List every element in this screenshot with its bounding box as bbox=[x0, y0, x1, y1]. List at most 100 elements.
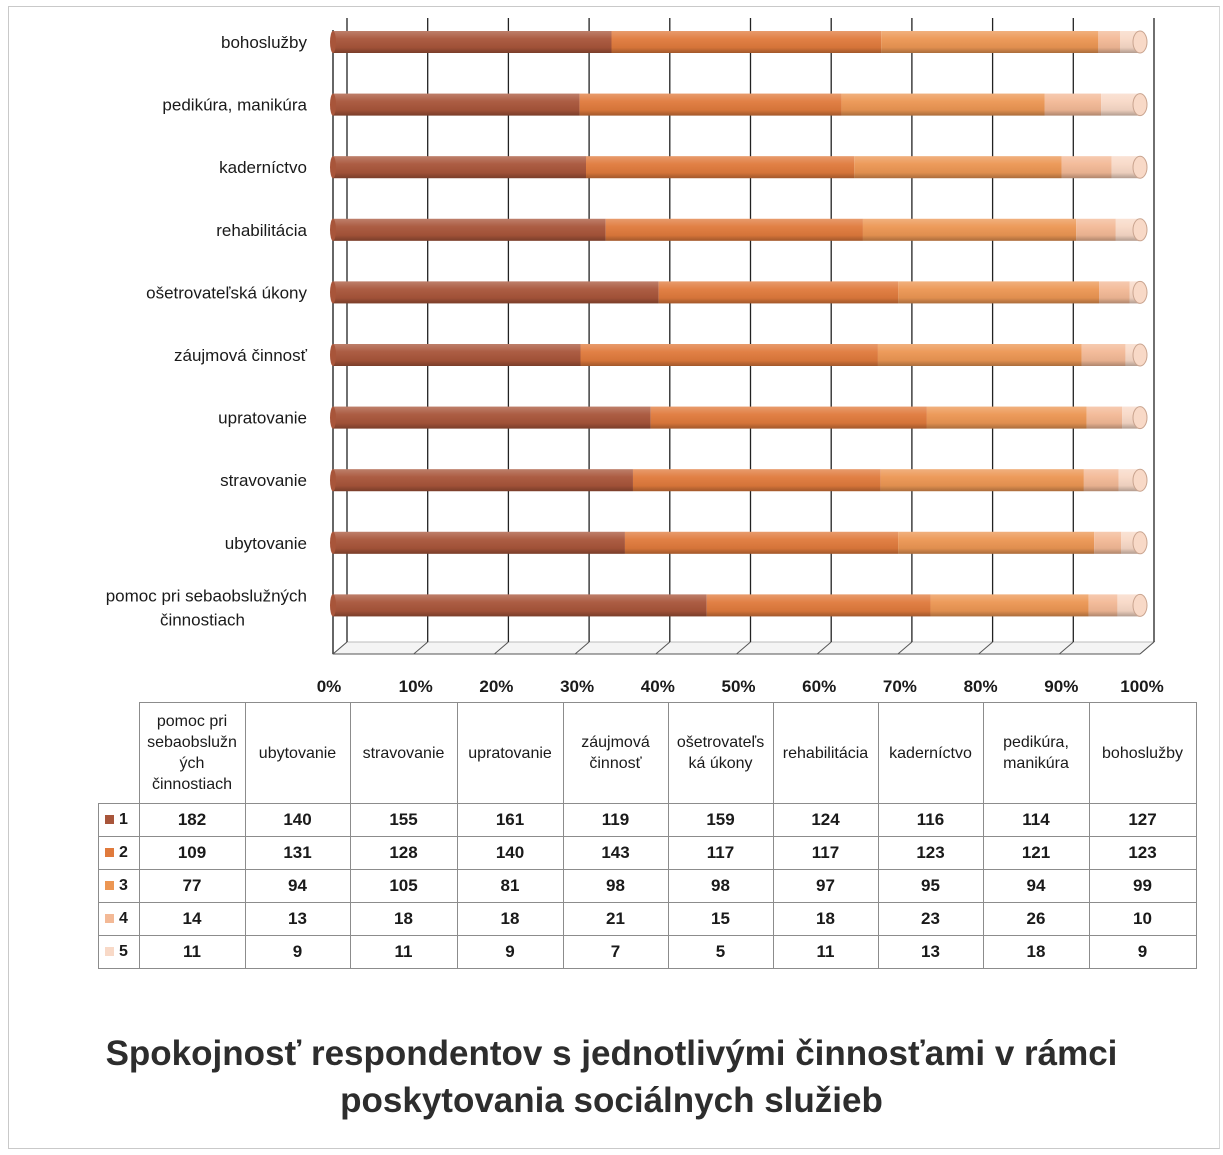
table-cell: 11 bbox=[138, 935, 246, 969]
table-cell: 161 bbox=[456, 803, 564, 837]
x-tick-label: 0% bbox=[317, 677, 342, 696]
bar-series-group bbox=[330, 30, 1148, 617]
bar-end-cap bbox=[1132, 218, 1148, 242]
gridline-depth bbox=[978, 641, 993, 655]
category-label: stravovanie bbox=[220, 471, 307, 490]
table-cell: 140 bbox=[244, 803, 351, 837]
table-cell: 117 bbox=[772, 836, 879, 870]
table-cell: 105 bbox=[349, 869, 458, 903]
category-label: rehabilitácia bbox=[216, 221, 307, 240]
value-axis: 0% 10% 20% 30% 40% 50% 60% 70% 80% 90% 100% bbox=[317, 677, 1164, 696]
table-cell: 81 bbox=[456, 869, 564, 903]
x-tick-label: 50% bbox=[721, 677, 755, 696]
table-header-row: pomoc pri sebaobslužn ých činnostiach uby… bbox=[98, 702, 1197, 804]
x-tick-label: 20% bbox=[479, 677, 513, 696]
bar-shading bbox=[333, 531, 1140, 554]
bar-start-cap bbox=[330, 406, 336, 429]
bar-start-cap bbox=[330, 93, 336, 116]
table-cell: 94 bbox=[982, 869, 1090, 903]
legend-key: 1 bbox=[98, 803, 140, 837]
table-cell: 21 bbox=[562, 902, 669, 936]
chart-title: Spokojnosť respondentov s jednotlivými č… bbox=[105, 1034, 1118, 1120]
table-cell: 18 bbox=[772, 902, 879, 936]
category-axis: pomoc pri sebaobslužných činnostiach ubyto… bbox=[106, 33, 308, 629]
x-tick-label: 80% bbox=[964, 677, 998, 696]
gridline-depth bbox=[574, 641, 590, 655]
gridline-depth bbox=[413, 641, 429, 655]
table-cell: 114 bbox=[982, 803, 1090, 837]
bar-start-cap bbox=[330, 156, 336, 179]
table-cell: 13 bbox=[877, 935, 984, 969]
table-corner bbox=[98, 702, 140, 804]
bar-start-cap bbox=[330, 344, 336, 366]
bar-shading bbox=[333, 594, 1140, 617]
bar-start-cap bbox=[330, 31, 336, 53]
bar-end-cap bbox=[1132, 468, 1148, 492]
table-cell: 7 bbox=[562, 935, 669, 969]
data-table: pomoc pri sebaobslužn ých činnostiach uby… bbox=[98, 702, 1197, 969]
legend-label: 4 bbox=[119, 910, 128, 927]
x-tick-label: 70% bbox=[883, 677, 917, 696]
category-label: ošetrovateľská úkony bbox=[146, 283, 307, 302]
bar-shading bbox=[333, 469, 1140, 492]
table-header-cell: kaderníctvo bbox=[877, 702, 984, 804]
table-header-cell: pedikúra, manikúra bbox=[982, 702, 1090, 804]
table-cell: 5 bbox=[667, 935, 774, 969]
table-row: 1 182 140 155 161 119 159 124 116 114 127 bbox=[98, 803, 1197, 837]
table-cell: 128 bbox=[349, 836, 458, 870]
table-header-cell: ubytovanie bbox=[244, 702, 351, 804]
table-cell: 94 bbox=[244, 869, 351, 903]
bar-end-cap bbox=[1132, 93, 1148, 117]
category-label: kaderníctvo bbox=[219, 158, 307, 177]
table-cell: 99 bbox=[1088, 869, 1197, 903]
bar-shading bbox=[333, 218, 1140, 241]
bar-end-cap bbox=[1132, 30, 1148, 54]
table-cell: 121 bbox=[982, 836, 1090, 870]
legend-key: 5 bbox=[98, 935, 140, 969]
legend-label: 3 bbox=[119, 877, 128, 894]
gridline-depth bbox=[1139, 641, 1155, 655]
table-cell: 9 bbox=[456, 935, 564, 969]
gridline-depth bbox=[655, 641, 671, 655]
legend-swatch bbox=[105, 947, 114, 957]
table-header-cell: záujmová činnosť bbox=[562, 702, 669, 804]
bar-shading bbox=[333, 156, 1140, 179]
table-cell: 18 bbox=[982, 935, 1090, 969]
legend-swatch bbox=[105, 848, 114, 858]
x-tick-label: 10% bbox=[399, 677, 433, 696]
x-tick-label: 40% bbox=[641, 677, 675, 696]
table-cell: 11 bbox=[772, 935, 879, 969]
bar-end-cap bbox=[1132, 343, 1148, 367]
table-cell: 127 bbox=[1088, 803, 1197, 837]
legend-swatch bbox=[105, 815, 114, 825]
legend-key: 2 bbox=[98, 836, 140, 870]
table-cell: 117 bbox=[667, 836, 774, 870]
table-cell: 124 bbox=[772, 803, 879, 837]
table-cell: 10 bbox=[1088, 902, 1197, 936]
table-cell: 131 bbox=[244, 836, 351, 870]
table-row: 3 77 94 105 81 98 98 97 95 94 99 bbox=[98, 869, 1197, 903]
gridline-depth bbox=[1058, 641, 1074, 655]
table-body: 1 182 140 155 161 119 159 124 116 114 127 2 109 131 12… bbox=[98, 803, 1197, 969]
table-cell: 11 bbox=[349, 935, 458, 969]
bar-shading bbox=[333, 281, 1140, 304]
x-tick-label: 90% bbox=[1044, 677, 1078, 696]
table-cell: 9 bbox=[244, 935, 351, 969]
table-header-cell: stravovanie bbox=[349, 702, 458, 804]
bar-end-cap bbox=[1132, 593, 1148, 617]
gridline-depth bbox=[897, 641, 913, 655]
gridline-depth bbox=[332, 641, 348, 655]
table-cell: 13 bbox=[244, 902, 351, 936]
table-cell: 15 bbox=[667, 902, 774, 936]
x-tick-label: 100% bbox=[1120, 677, 1163, 696]
table-header-cell: pomoc pri sebaobslužn ých činnostiach bbox=[138, 702, 246, 804]
gridline-depth bbox=[816, 641, 832, 655]
table-row: 2 109 131 128 140 143 117 117 123 121 123 bbox=[98, 836, 1197, 870]
category-label: pedikúra, manikúra bbox=[162, 96, 307, 115]
bar-start-cap bbox=[330, 531, 336, 554]
table-header-cell: rehabilitácia bbox=[772, 702, 879, 804]
bar-start-cap bbox=[330, 594, 336, 617]
category-label: upratovanie bbox=[218, 409, 307, 428]
table-cell: 14 bbox=[138, 902, 246, 936]
category-label: pomoc pri sebaobslužných bbox=[106, 586, 307, 605]
